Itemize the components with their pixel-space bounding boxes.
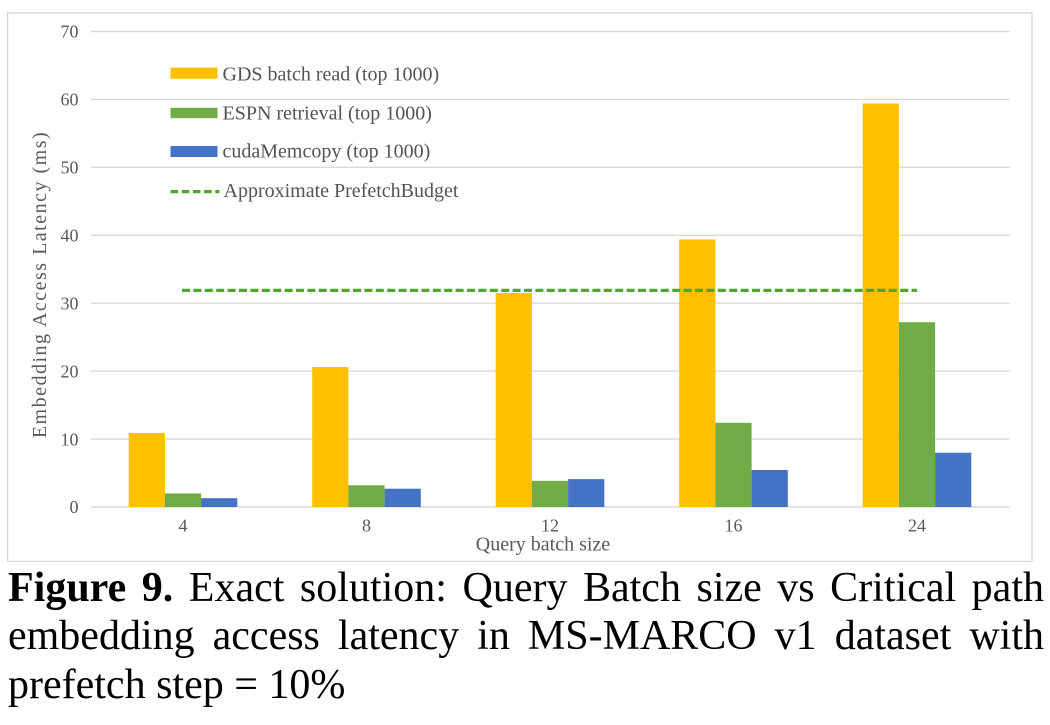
svg-text:10: 10 <box>61 429 79 449</box>
svg-text:20: 20 <box>61 361 79 381</box>
svg-text:cudaMemcopy (top 1000): cudaMemcopy (top 1000) <box>223 141 431 163</box>
svg-text:12: 12 <box>541 516 559 536</box>
svg-text:0: 0 <box>70 497 79 517</box>
svg-text:Embedding Access Latency (ms): Embedding Access Latency (ms) <box>29 131 51 438</box>
svg-text:30: 30 <box>61 293 79 313</box>
svg-text:24: 24 <box>908 516 926 536</box>
svg-text:40: 40 <box>61 226 79 246</box>
svg-text:50: 50 <box>61 158 79 178</box>
svg-text:Query batch size: Query batch size <box>476 534 611 556</box>
svg-text:4: 4 <box>179 516 188 536</box>
svg-text:16: 16 <box>725 516 743 536</box>
svg-text:60: 60 <box>61 90 79 110</box>
svg-text:Approximate PrefetchBudget: Approximate PrefetchBudget <box>224 180 459 202</box>
svg-text:70: 70 <box>61 22 79 42</box>
svg-text:ESPN retrieval (top 1000): ESPN retrieval (top 1000) <box>223 103 432 125</box>
svg-text:8: 8 <box>362 516 371 536</box>
svg-text:GDS batch read (top 1000): GDS batch read (top 1000) <box>223 64 440 86</box>
